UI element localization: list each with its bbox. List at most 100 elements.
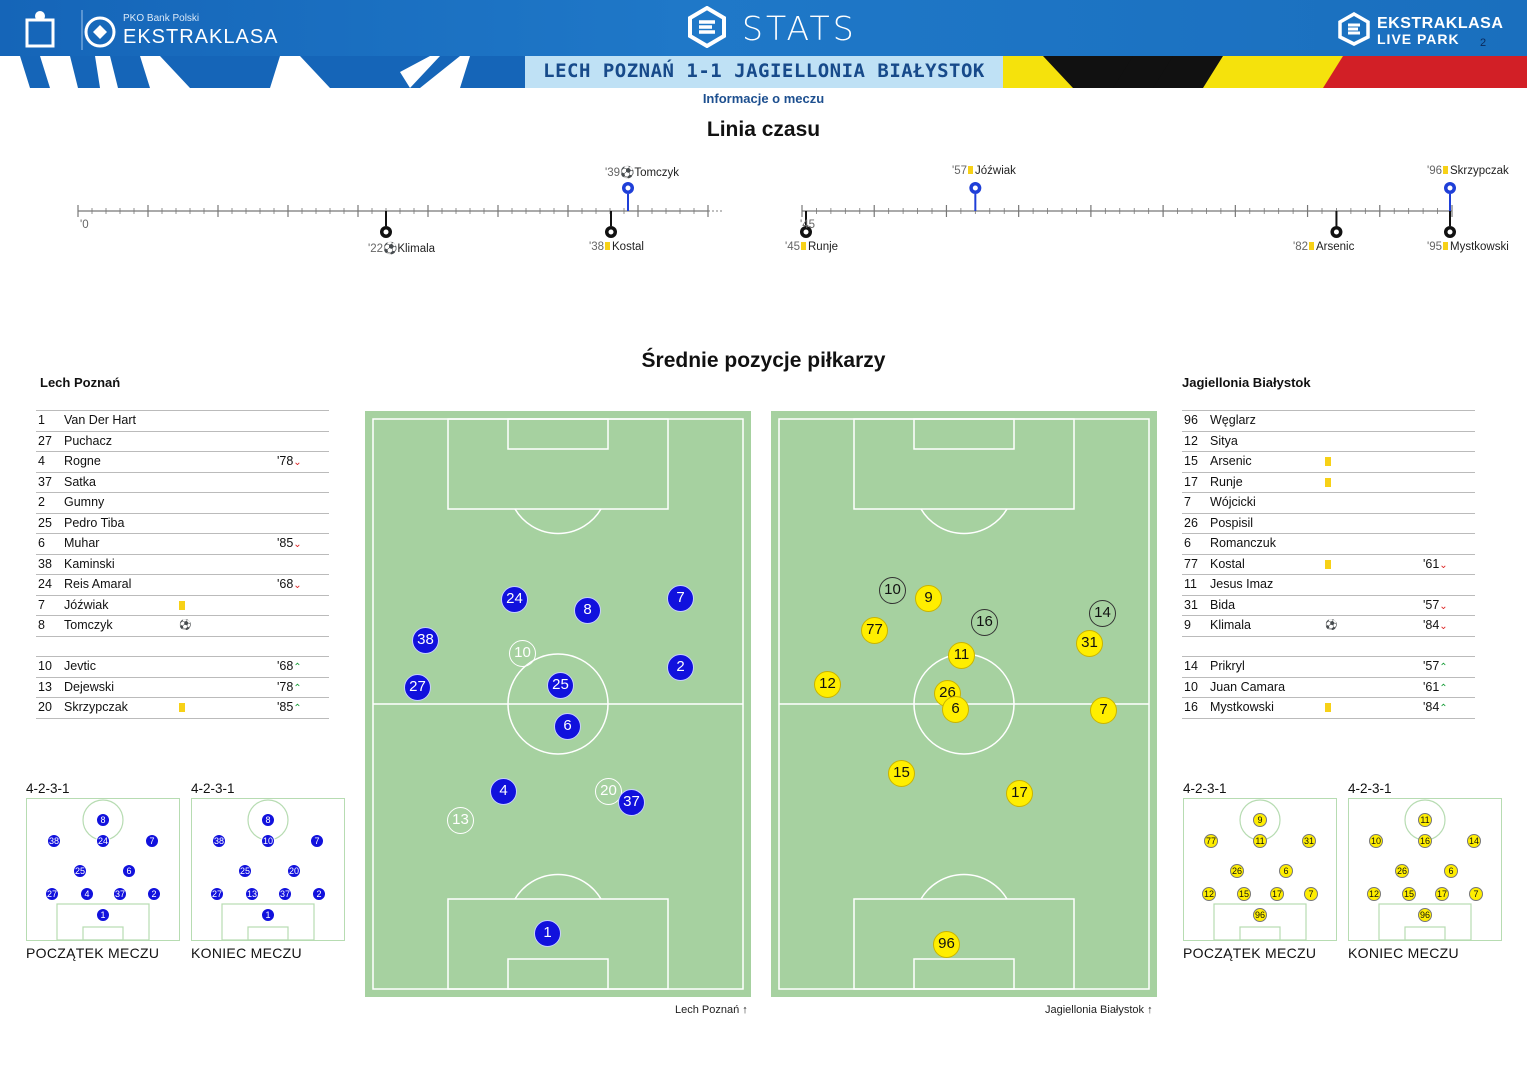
player-number: 7 <box>1184 495 1191 509</box>
timeline-marker-dot <box>383 229 389 235</box>
player-row: 8 Tomczyk ⚽ <box>36 615 329 636</box>
sub-in-icon: ⌃ <box>1439 662 1448 673</box>
sponsor-label: PKO Bank Polski <box>123 13 200 24</box>
home-player-list: 1 Van Der Hart 27 Puchacz 4 Rogne '78⌄ 37 Satka 2… <box>36 410 329 719</box>
player-number: 16 <box>1184 700 1198 714</box>
player-position-dot[interactable]: 9 <box>915 585 942 612</box>
arrow-up-icon: ↑ <box>742 1004 748 1016</box>
mini-player-dot: 8 <box>96 813 110 827</box>
player-position-dot[interactable]: 12 <box>814 671 841 698</box>
mini-player-dot: 1 <box>96 908 110 922</box>
timeline-marker-dot <box>1447 185 1453 191</box>
yellow-card-icon <box>1325 457 1331 466</box>
substitution-minute: '85⌃ <box>277 700 302 714</box>
mini-player-dot: 13 <box>245 887 259 901</box>
player-row: 9 Klimala ⚽ '84⌄ <box>1182 615 1475 636</box>
mini-player-dot: 1 <box>261 908 275 922</box>
away-team-name: Jagiellonia Białystok <box>1182 375 1311 390</box>
player-position-dot[interactable]: 16 <box>971 609 998 636</box>
player-position-dot[interactable]: 17 <box>1006 780 1033 807</box>
player-number: 4 <box>38 454 45 468</box>
player-row: 38 Kaminski <box>36 553 329 575</box>
title-band <box>525 56 1003 88</box>
player-row: 24 Reis Amaral '68⌄ <box>36 574 329 595</box>
player-position-dot[interactable]: 24 <box>501 586 528 613</box>
player-position-dot[interactable]: 1 <box>534 920 561 947</box>
player-position-dot[interactable]: 6 <box>554 713 581 740</box>
live-park-logo-icon <box>1338 12 1370 46</box>
player-number: 26 <box>1184 515 1198 530</box>
player-number: 38 <box>38 556 52 571</box>
player-position-dot[interactable]: 27 <box>404 674 431 701</box>
header-bar: PKO Bank Polski EKSTRAKLASA STATS EKSTRA… <box>0 0 1527 88</box>
player-number: 9 <box>1184 618 1191 632</box>
home-start-caption: POCZĄTEK MECZU <box>26 945 160 961</box>
mini-player-dot: 27 <box>210 887 224 901</box>
sub-out-icon: ⌄ <box>293 580 302 591</box>
timeline-marker-dot <box>608 229 614 235</box>
player-position-dot[interactable]: 77 <box>861 617 888 644</box>
player-name: Mystkowski <box>1210 700 1274 714</box>
player-row: 77 Kostal '61⌄ <box>1182 553 1475 575</box>
mini-player-dot: 8 <box>261 813 275 827</box>
player-row: 2 Gumny <box>36 492 329 513</box>
arrow-up-icon: ↑ <box>1147 1004 1153 1016</box>
player-number: 12 <box>1184 433 1198 448</box>
stripe-decor-right <box>1003 56 1527 88</box>
player-position-dot[interactable]: 11 <box>948 642 975 669</box>
player-row: 6 Romanczuk <box>1182 533 1475 554</box>
player-position-dot[interactable]: 7 <box>1090 697 1117 724</box>
sub-out-icon: ⌄ <box>1439 600 1448 612</box>
player-position-dot[interactable]: 31 <box>1076 630 1103 657</box>
player-position-dot[interactable]: 10 <box>509 640 536 667</box>
player-row: 11 Jesus Imaz <box>1182 574 1475 595</box>
mini-player-dot: 14 <box>1467 834 1481 848</box>
player-position-dot[interactable]: 4 <box>490 778 517 805</box>
player-name: Sitya <box>1210 433 1238 448</box>
player-position-dot[interactable]: 6 <box>942 696 969 723</box>
match-info-link[interactable]: Informacje o meczu <box>702 91 825 106</box>
player-position-dot[interactable]: 15 <box>888 760 915 787</box>
timeline-title: Linia czasu <box>706 118 821 141</box>
player-position-dot[interactable]: 14 <box>1089 600 1116 627</box>
home-team-name: Lech Poznań <box>40 375 121 390</box>
player-name: Satka <box>64 474 96 489</box>
player-position-dot[interactable]: 7 <box>667 585 694 612</box>
home-formation-start: 4-2-3-1 <box>26 781 70 796</box>
away-player-list: 96 Węglarz 12 Sitya 15 Arsenic 17 Runje 7 Wójcick… <box>1182 410 1475 719</box>
player-number: 14 <box>1184 659 1198 673</box>
player-name: Juan Camara <box>1210 679 1286 694</box>
list-gap <box>36 635 329 657</box>
ekstraklasa-logo-icon <box>688 6 726 48</box>
player-position-dot[interactable]: 38 <box>412 627 439 654</box>
yellow-card-icon <box>1325 703 1331 712</box>
player-position-dot[interactable]: 2 <box>667 654 694 681</box>
player-position-dot[interactable]: 37 <box>618 789 645 816</box>
player-row: 27 Puchacz <box>36 430 329 452</box>
mini-player-dot: 38 <box>212 834 226 848</box>
player-position-dot[interactable]: 25 <box>547 672 574 699</box>
player-number: 10 <box>1184 679 1198 694</box>
sub-in-icon: ⌃ <box>1439 682 1448 694</box>
player-number: 10 <box>38 659 52 673</box>
header-stripe <box>0 56 1527 88</box>
match-title: LECH POZNAŃ 1-1 JAGIELLONIA BIAŁYSTOK <box>543 60 985 82</box>
player-number: 1 <box>38 413 45 427</box>
player-row: 25 Pedro Tiba <box>36 512 329 534</box>
mini-player-dot: 6 <box>1444 864 1458 878</box>
player-position-dot[interactable]: 96 <box>933 931 960 958</box>
player-position-dot[interactable]: 10 <box>879 577 906 604</box>
timeline-marker-dot <box>625 185 631 191</box>
mini-player-dot: 17 <box>1435 887 1449 901</box>
timeline-start-first-half: '0 <box>80 219 89 231</box>
player-name: Dejewski <box>64 679 115 694</box>
player-name: Kostal <box>1210 556 1245 571</box>
player-name: Bida <box>1210 597 1236 612</box>
pko-logo-icon <box>25 10 116 50</box>
yellow-card-icon <box>1325 559 1331 569</box>
player-row: 7 Jóźwiak <box>36 594 329 616</box>
player-position-dot[interactable]: 8 <box>574 597 601 624</box>
player-row: 14 Prikryl '57⌃ <box>1182 656 1475 677</box>
home-pitch-caption: Lech Poznań ↑ <box>675 1004 748 1016</box>
player-position-dot[interactable]: 13 <box>447 807 474 834</box>
